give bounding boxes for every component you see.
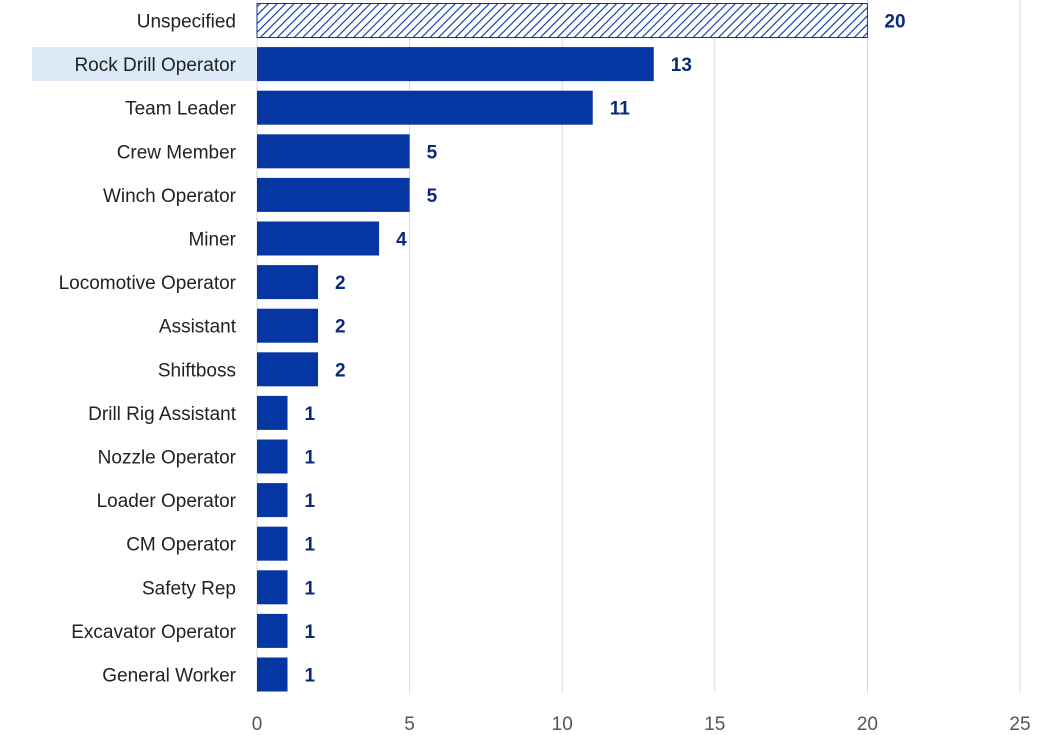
bar-team-leader	[257, 90, 593, 125]
bar-cm-operator	[257, 526, 288, 561]
category-label-team-leader: Team Leader	[125, 99, 237, 120]
category-label-locomotive-operator: Locomotive Operator	[59, 273, 237, 294]
bar-nozzle-operator	[257, 439, 288, 474]
value-label-miner: 4	[396, 230, 407, 251]
category-label-assistant: Assistant	[159, 317, 237, 338]
value-label-team-leader: 11	[610, 99, 631, 120]
bar-excavator-operator	[257, 613, 288, 648]
x-tick-label-10: 10	[552, 714, 573, 735]
value-label-loader-operator: 1	[305, 491, 316, 512]
value-label-shiftboss: 2	[335, 360, 346, 381]
bar-shiftboss	[257, 352, 319, 387]
bar-locomotive-operator	[257, 265, 319, 300]
x-axis-ticks: 0 5 10 15 20 25	[252, 714, 1031, 735]
x-tick-label-5: 5	[404, 714, 415, 735]
category-labels: Unspecified Rock Drill Operator Team Leade…	[59, 12, 237, 687]
bar-unspecified	[256, 3, 868, 38]
bar-assistant	[257, 308, 319, 343]
category-label-crew-member: Crew Member	[117, 142, 237, 163]
value-label-assistant: 2	[335, 317, 346, 338]
value-label-nozzle-operator: 1	[305, 448, 316, 469]
value-label-crew-member: 5	[427, 142, 438, 163]
category-highlight	[32, 47, 257, 82]
x-tick-label-0: 0	[252, 714, 263, 735]
bar-general-worker	[257, 657, 288, 692]
category-label-shiftboss: Shiftboss	[158, 360, 236, 381]
bar-crew-member	[257, 134, 410, 169]
value-label-safety-rep: 1	[305, 578, 316, 599]
bar-miner	[257, 221, 380, 256]
value-label-excavator-operator: 1	[305, 622, 316, 643]
category-label-unspecified: Unspecified	[137, 12, 236, 33]
category-label-miner: Miner	[188, 230, 236, 251]
value-label-winch-operator: 5	[427, 186, 438, 207]
bar-rock-drill-operator	[257, 47, 654, 82]
x-tick-label-15: 15	[704, 714, 725, 735]
value-label-unspecified: 20	[884, 12, 905, 33]
category-label-safety-rep: Safety Rep	[142, 578, 236, 599]
bars	[256, 3, 868, 692]
category-label-general-worker: General Worker	[102, 666, 236, 687]
category-label-nozzle-operator: Nozzle Operator	[98, 448, 237, 469]
highlight-layer	[32, 47, 257, 82]
value-label-drill-rig-assistant: 1	[305, 404, 316, 425]
category-label-cm-operator: CM Operator	[126, 535, 236, 556]
value-label-cm-operator: 1	[305, 535, 316, 556]
category-label-rock-drill-operator: Rock Drill Operator	[74, 55, 236, 76]
value-label-rock-drill-operator: 13	[671, 55, 692, 76]
x-tick-label-25: 25	[1009, 714, 1030, 735]
category-label-winch-operator: Winch Operator	[103, 186, 237, 207]
bar-safety-rep	[257, 570, 288, 605]
value-label-locomotive-operator: 2	[335, 273, 346, 294]
x-tick-label-20: 20	[857, 714, 878, 735]
category-label-excavator-operator: Excavator Operator	[71, 622, 236, 643]
bar-winch-operator	[257, 177, 410, 212]
category-label-loader-operator: Loader Operator	[97, 491, 237, 512]
value-label-general-worker: 1	[305, 666, 316, 687]
bar-drill-rig-assistant	[257, 395, 288, 430]
bar-loader-operator	[257, 483, 288, 518]
category-label-drill-rig-assistant: Drill Rig Assistant	[88, 404, 237, 425]
